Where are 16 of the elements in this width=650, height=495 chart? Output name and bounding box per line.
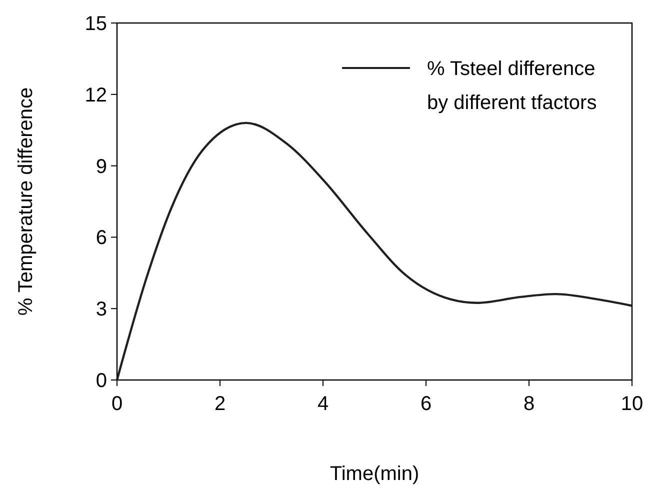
x-tick-label: 8	[523, 393, 535, 415]
x-tick-label: 0	[111, 393, 123, 415]
y-tick-label: 15	[84, 13, 107, 35]
y-tick-label: 3	[96, 298, 107, 321]
x-tick-label: 6	[420, 393, 432, 415]
y-axis-title: % Temperature difference	[15, 87, 37, 316]
x-axis-title: Time(min)	[330, 463, 420, 485]
x-tick-label: 2	[214, 393, 226, 415]
x-tick-label: 4	[317, 393, 329, 415]
y-tick-label: 6	[96, 227, 107, 250]
line-series	[116, 122, 634, 382]
y-tick-label: 0	[96, 370, 107, 392]
y-tick-label: 9	[96, 156, 107, 178]
y-tick-label: 12	[84, 84, 107, 106]
x-tick-label: 10	[620, 393, 644, 415]
legend-label: % Tsteel difference by different tfactors	[427, 58, 597, 114]
